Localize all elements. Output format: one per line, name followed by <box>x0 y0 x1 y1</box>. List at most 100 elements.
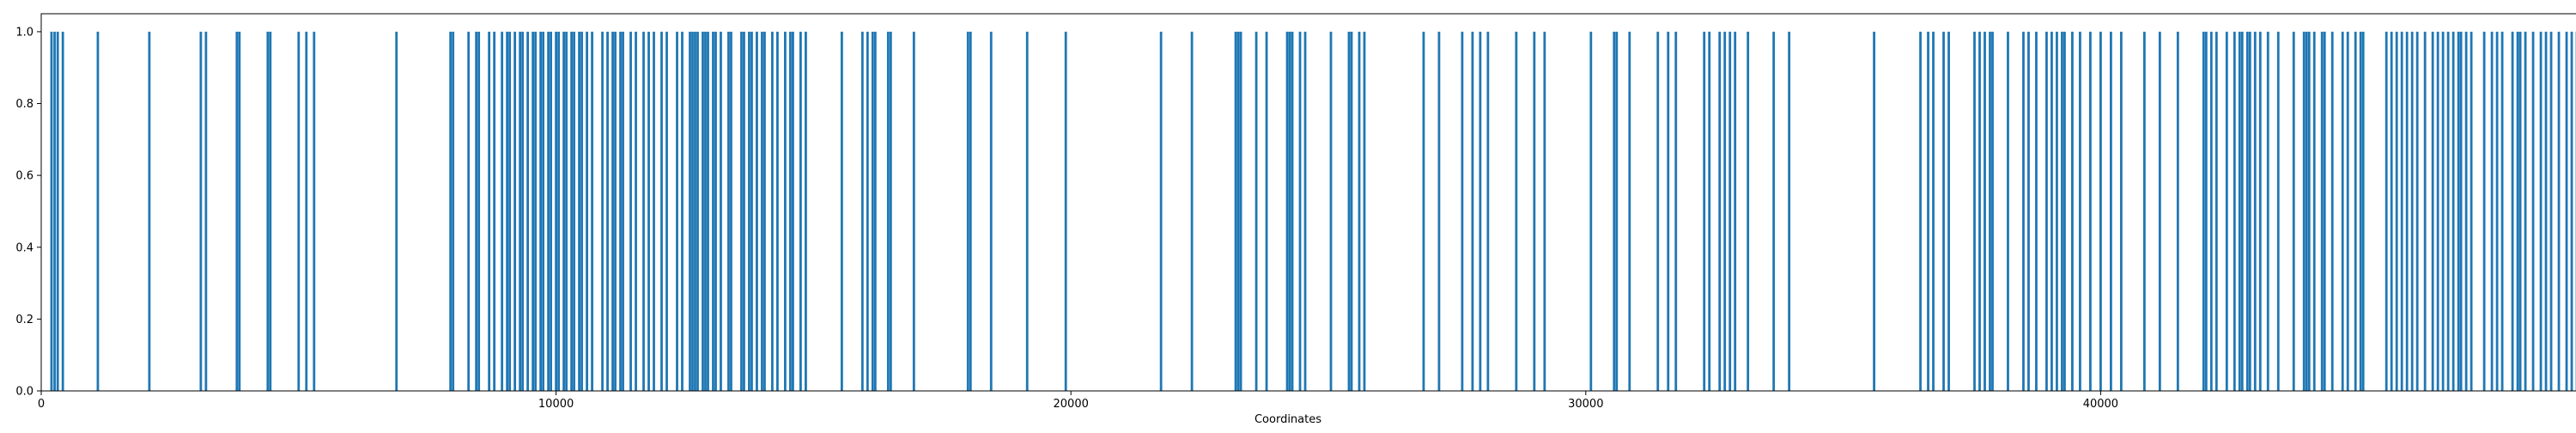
y-tick-label: 1.0 <box>15 26 33 39</box>
bar <box>2362 32 2365 391</box>
bar <box>57 32 59 391</box>
bar <box>2259 32 2262 391</box>
bar <box>550 32 552 391</box>
x-tick-label: 10000 <box>538 398 574 411</box>
bar <box>2401 32 2403 391</box>
bar <box>2416 32 2419 391</box>
bar <box>269 32 271 391</box>
bars-group <box>51 32 2576 391</box>
bar <box>748 32 750 391</box>
bar <box>2447 32 2450 391</box>
bar <box>1728 32 1731 391</box>
bar <box>97 32 100 391</box>
bar <box>1479 32 1481 391</box>
bar <box>1973 32 1976 391</box>
bar <box>2120 32 2123 391</box>
bar <box>727 32 730 391</box>
bar <box>1978 32 1981 391</box>
bar <box>1471 32 1473 391</box>
bar <box>2458 32 2460 391</box>
bar <box>614 32 617 391</box>
bar <box>2519 32 2522 391</box>
bar <box>1718 32 1721 391</box>
bar <box>2483 32 2486 391</box>
bar <box>1330 32 1333 391</box>
bar <box>1747 32 1749 391</box>
bar <box>2226 32 2228 391</box>
bar <box>2099 32 2102 391</box>
bar <box>557 32 560 391</box>
bar <box>913 32 915 391</box>
bar <box>2089 32 2092 391</box>
bar <box>1237 32 1240 391</box>
bar <box>2306 32 2308 391</box>
bar <box>562 32 565 391</box>
bar <box>1191 32 1194 391</box>
bar <box>1438 32 1441 391</box>
bar <box>1266 32 1268 391</box>
y-tick-label: 0.0 <box>15 386 33 399</box>
bar <box>681 32 683 391</box>
bar <box>547 32 550 391</box>
bar <box>2385 32 2388 391</box>
bar <box>890 32 892 391</box>
bar <box>2496 32 2499 391</box>
bar <box>1364 32 1366 391</box>
bar <box>1291 32 1294 391</box>
bar <box>2233 32 2236 391</box>
bar <box>475 32 477 391</box>
bar <box>2313 32 2316 391</box>
bar <box>763 32 766 391</box>
bar <box>660 32 663 391</box>
bar <box>266 32 269 391</box>
bar <box>449 32 452 391</box>
y-tick-label: 0.2 <box>15 314 33 326</box>
bar <box>619 32 622 391</box>
bar <box>653 32 655 391</box>
bar <box>2411 32 2414 391</box>
bar <box>1788 32 1790 391</box>
bar <box>1160 32 1163 391</box>
bar <box>1240 32 1242 391</box>
bar <box>805 32 807 391</box>
bar <box>204 32 207 391</box>
bar <box>2396 32 2398 391</box>
bar <box>542 32 544 391</box>
bar <box>642 32 645 391</box>
bar <box>539 32 542 391</box>
bar <box>2331 32 2334 391</box>
bar <box>2210 32 2213 391</box>
bar <box>761 32 763 391</box>
bar <box>2143 32 2146 391</box>
bar <box>1656 32 1659 391</box>
bar <box>1628 32 1631 391</box>
bar <box>2442 32 2445 391</box>
bar <box>1515 32 1517 391</box>
bar <box>1989 32 1991 391</box>
bar <box>1873 32 1875 391</box>
y-tick-label: 0.6 <box>15 170 33 183</box>
bar <box>1351 32 1353 391</box>
bar <box>872 32 874 391</box>
bar <box>51 32 53 391</box>
bar <box>2241 32 2244 391</box>
bar <box>506 32 508 391</box>
bar <box>2342 32 2344 391</box>
bar <box>1703 32 1705 391</box>
bar <box>1348 32 1351 391</box>
bar <box>1615 32 1618 391</box>
bar <box>1667 32 1669 391</box>
bar <box>1942 32 1945 391</box>
bar <box>792 32 794 391</box>
bar <box>2239 32 2241 391</box>
bar <box>2545 32 2548 391</box>
bar <box>2035 32 2038 391</box>
bar <box>467 32 470 391</box>
bar <box>629 32 632 391</box>
bar <box>1286 32 1289 391</box>
bar <box>570 32 573 391</box>
bar <box>691 32 694 391</box>
bar <box>799 32 802 391</box>
bar <box>62 32 64 391</box>
bar <box>1255 32 1258 391</box>
